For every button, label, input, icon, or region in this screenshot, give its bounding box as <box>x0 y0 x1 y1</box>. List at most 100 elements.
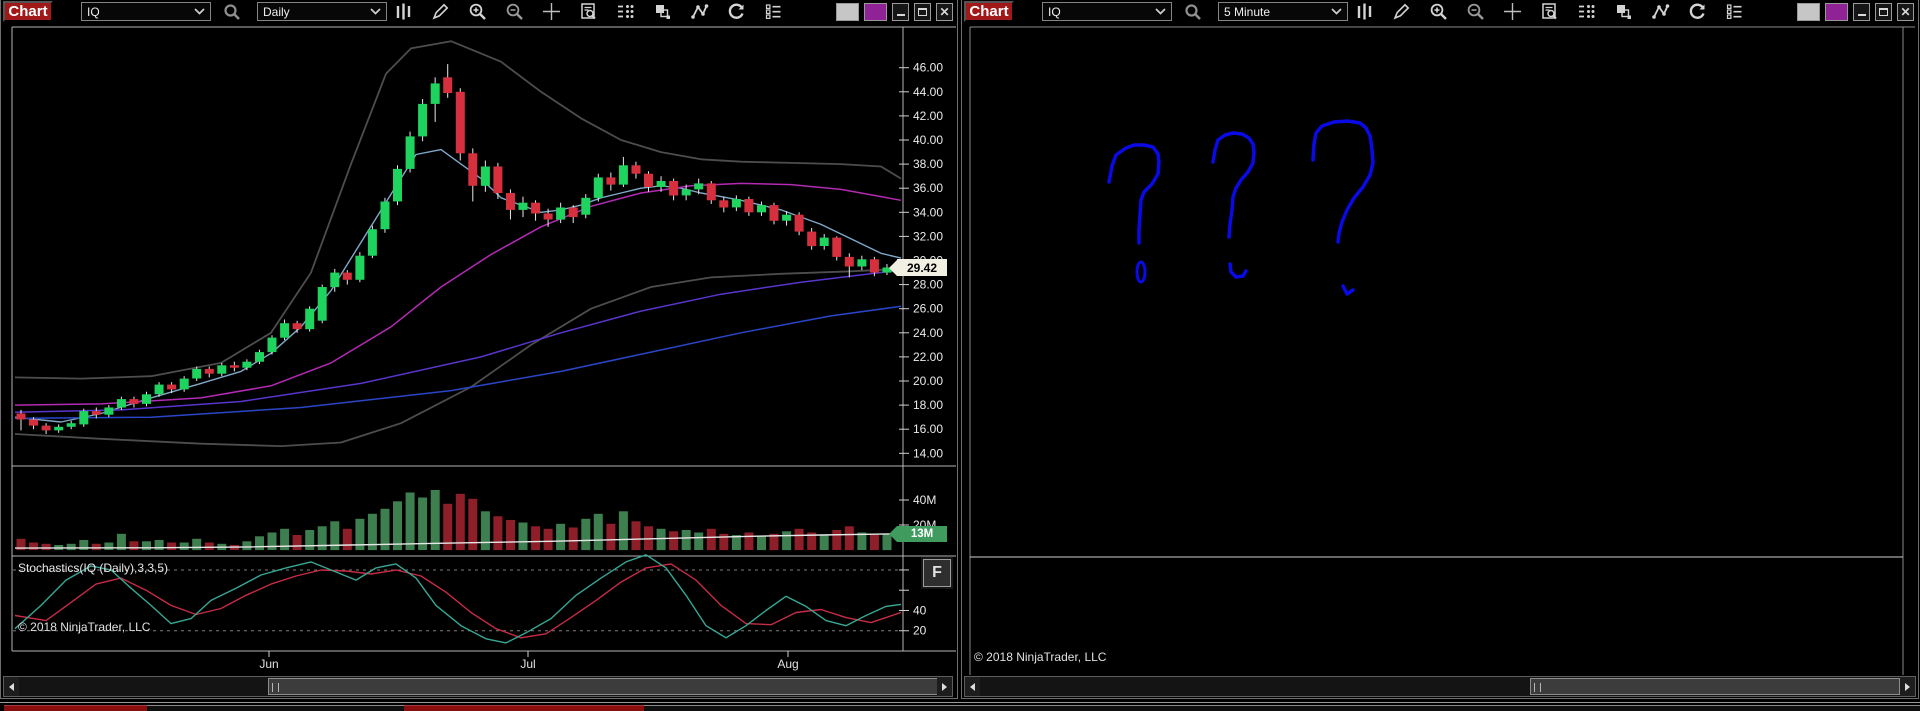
volume-bar <box>769 533 779 551</box>
interval-value: Daily <box>263 4 290 19</box>
candle-body <box>393 168 402 202</box>
scrollbar-thumb[interactable] <box>1530 678 1900 695</box>
draw-icon[interactable] <box>1389 1 1413 23</box>
last-price-value: 29.42 <box>906 260 938 275</box>
interval-dropdown[interactable]: Daily <box>257 2 387 21</box>
indicators-icon[interactable] <box>1574 1 1598 23</box>
scroll-left-arrow[interactable] <box>4 677 19 696</box>
patterns-icon[interactable] <box>687 1 711 23</box>
purple-color-swatch-button[interactable] <box>864 2 887 21</box>
volume-bar <box>430 490 440 550</box>
maximize-button[interactable] <box>914 2 931 21</box>
chart-style-icon[interactable] <box>1352 1 1376 23</box>
five-minute-chart-canvas <box>969 26 1915 675</box>
question-mark-drawing <box>1211 131 1256 279</box>
search-icon[interactable] <box>1181 1 1205 23</box>
search-icon[interactable] <box>220 1 244 23</box>
candlestick-series <box>16 64 892 434</box>
zoom-in-icon[interactable] <box>1426 1 1450 23</box>
background-window-titlebar[interactable] <box>147 705 404 711</box>
candle-body <box>54 426 64 431</box>
toolbar-icon-strip <box>391 1 785 23</box>
scroll-left-arrow[interactable] <box>965 677 980 696</box>
last-price-tag: 29.42 <box>897 259 947 276</box>
reload-icon[interactable] <box>1685 1 1709 23</box>
background-window-titlebar[interactable] <box>404 705 644 711</box>
symbol-dropdown[interactable]: IQ <box>1042 2 1172 21</box>
gray-color-swatch-button[interactable] <box>836 2 859 21</box>
five-minute-chart-area[interactable]: © 2018 NinjaTrader, LLC <box>962 0 1918 698</box>
horizontal-scrollbar[interactable] <box>964 676 1916 697</box>
patterns-icon[interactable] <box>1648 1 1672 23</box>
symbol-value: IQ <box>87 4 100 19</box>
symbol-dropdown[interactable]: IQ <box>81 2 211 21</box>
crosshair-icon[interactable] <box>1500 1 1524 23</box>
candle-body <box>204 368 214 374</box>
chevron-down-icon <box>1155 8 1166 15</box>
volume-bar <box>606 523 616 551</box>
gray-color-swatch-button[interactable] <box>1797 2 1820 21</box>
price-axis-label: 16.00 <box>913 422 943 436</box>
close-button[interactable]: ✕ <box>936 2 953 21</box>
zoom-out-icon[interactable] <box>1463 1 1487 23</box>
candle-body <box>593 177 603 198</box>
background-window-titlebar[interactable] <box>644 705 1920 711</box>
volume-bar <box>154 540 164 550</box>
daily-chart-area[interactable]: 46.00 44.00 42.00 40.00 38.00 36.00 34.00 32.00… <box>1 0 957 698</box>
properties-icon[interactable] <box>1722 1 1746 23</box>
volume-bar <box>255 536 264 551</box>
question-mark-drawing <box>1107 143 1161 284</box>
volume-bar <box>29 542 38 550</box>
crosshair-icon[interactable] <box>539 1 563 23</box>
candle-body <box>794 214 804 232</box>
window-controls: ✕ <box>836 2 957 21</box>
drawing-objects-icon[interactable] <box>1611 1 1635 23</box>
scrollbar-thumb[interactable] <box>268 678 939 695</box>
zoom-in-icon[interactable] <box>465 1 489 23</box>
volume-bar <box>844 526 854 551</box>
draw-icon[interactable] <box>428 1 452 23</box>
candle-body <box>832 237 842 257</box>
copyright-text: © 2018 NinjaTrader, LLC <box>974 650 1107 664</box>
data-box-icon[interactable] <box>1537 1 1561 23</box>
interval-dropdown[interactable]: 5 Minute <box>1218 2 1348 21</box>
indicator-panel-button[interactable]: F <box>921 557 953 589</box>
volume-bar <box>380 508 390 551</box>
candle-body <box>644 173 653 187</box>
drawing-objects-icon[interactable] <box>650 1 674 23</box>
chart-menu-button[interactable]: Chart <box>3 1 53 22</box>
scroll-right-arrow[interactable] <box>937 677 952 696</box>
volume-bar <box>179 542 189 550</box>
toolbar: Chart IQ 5 Minute ✕ <box>962 0 1918 23</box>
candle-body <box>292 323 302 330</box>
properties-icon[interactable] <box>761 1 785 23</box>
background-window-titlebar[interactable] <box>4 705 147 711</box>
price-axis-label: 38.00 <box>913 157 943 171</box>
volume-bar <box>832 530 842 550</box>
chart-style-icon[interactable] <box>391 1 415 23</box>
close-button[interactable]: ✕ <box>1897 2 1914 21</box>
price-axis-label: 42.00 <box>913 109 943 123</box>
reload-icon[interactable] <box>724 1 748 23</box>
minimize-button[interactable] <box>1853 2 1870 21</box>
zoom-out-icon[interactable] <box>502 1 526 23</box>
price-axis-label: 46.00 <box>913 61 943 75</box>
purple-color-swatch-button[interactable] <box>1825 2 1848 21</box>
volume-average-line <box>14 533 902 549</box>
x-axis-label: Jun <box>259 657 278 671</box>
volume-bar <box>857 532 867 550</box>
candle-body <box>857 259 867 267</box>
minimize-button[interactable] <box>892 2 909 21</box>
scroll-right-arrow[interactable] <box>1900 677 1915 696</box>
price-axis-label: 26.00 <box>913 302 943 316</box>
price-axis-label: 34.00 <box>913 205 943 219</box>
maximize-button[interactable] <box>1875 2 1892 21</box>
data-box-icon[interactable] <box>576 1 600 23</box>
chart-menu-button[interactable]: Chart <box>964 1 1014 22</box>
candle-body <box>568 207 578 218</box>
candle-body <box>844 256 854 267</box>
horizontal-scrollbar[interactable] <box>3 676 953 697</box>
candle-body <box>154 384 164 395</box>
indicators-icon[interactable] <box>613 1 637 23</box>
